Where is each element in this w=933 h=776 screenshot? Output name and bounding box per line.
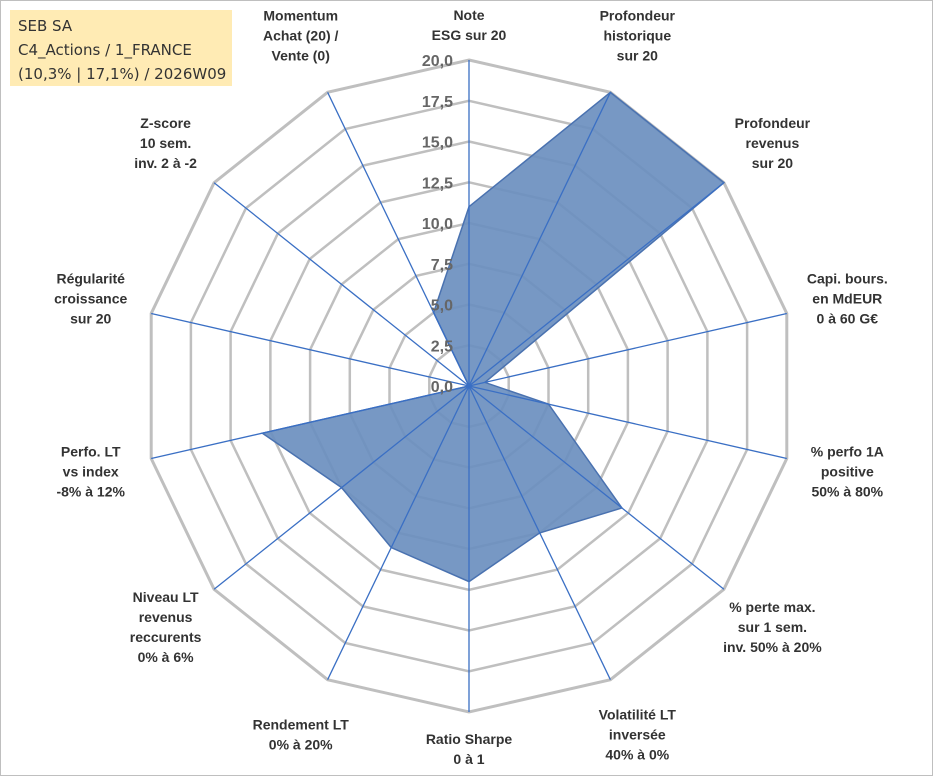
spokes [151, 60, 787, 712]
spoke [327, 385, 470, 680]
spoke [213, 182, 470, 387]
axis-label-line: 10 sem. [140, 135, 191, 151]
spoke [468, 182, 725, 387]
axis-label-line: 50% à 80% [811, 483, 883, 499]
tick-label: 12,5 [422, 175, 453, 192]
axis-label-line: -8% à 12% [56, 483, 125, 499]
axis-label-line: 0% à 6% [138, 649, 195, 665]
info-company: SEB SA [18, 17, 73, 35]
axis-label-line: % perte max. [729, 599, 815, 615]
axis-label-line: sur 20 [752, 155, 793, 171]
tick-label: 20,0 [422, 53, 453, 70]
spoke [151, 385, 470, 460]
spoke [213, 385, 470, 590]
tick-label: 0,0 [431, 379, 453, 396]
axis-label-line: 0% à 20% [269, 737, 333, 753]
tick-label: 15,0 [422, 135, 453, 152]
axis-label-line: revenus [746, 135, 800, 151]
axis-label: Momentum Achat (20) / Vente (0) [263, 7, 339, 63]
axis-label-line: Capi. bours. [807, 271, 888, 287]
axis-label: Note ESG sur 20 [432, 7, 507, 43]
axis-label-line: Niveau LT [133, 589, 199, 605]
axis-label-line: 40% à 0% [605, 747, 669, 763]
axis-label-line: Momentum [263, 7, 338, 23]
tick-label: 2,5 [431, 338, 453, 355]
axis-label-line: Volatilité LT [599, 707, 677, 723]
axis-label-line: sur 20 [617, 47, 658, 63]
spoke [468, 385, 787, 460]
axis-label-line: Rendement LT [253, 717, 350, 733]
axis-label-line: Note [453, 7, 484, 23]
axis-label: Ratio Sharpe 0 à 1 [426, 731, 513, 767]
axis-labels: Note ESG sur 20 Profondeur historique sur 20… [54, 7, 888, 767]
axis-label-line: sur 20 [70, 311, 111, 327]
tick-label: 5,0 [431, 298, 453, 315]
axis-label: Niveau LT revenus reccurents 0% à 6% [130, 589, 202, 665]
spoke [327, 92, 470, 387]
axis-label: Capi. bours. en MdEUR 0 à 60 G€ [807, 271, 888, 327]
axis-label: % perte max. sur 1 sem. inv. 50% à 20% [723, 599, 822, 655]
axis-label-line: % perfo 1A [811, 443, 884, 459]
info-box: SEB SA C4_Actions / 1_FRANCE (10,3% | 17… [10, 10, 232, 86]
axis-label-line: historique [603, 27, 671, 43]
tick-label: 17,5 [422, 94, 453, 111]
tick-labels: 0,0 2,5 5,0 7,5 10,0 12,5 15,0 17,5 20,0 [422, 53, 453, 396]
spoke [468, 92, 611, 387]
axis-label: Profondeur historique sur 20 [600, 7, 676, 63]
axis-label-line: inversée [609, 727, 666, 743]
axis-label: Volatilité LT inversée 40% à 0% [599, 707, 677, 763]
tick-label: 7,5 [431, 257, 453, 274]
axis-label-line: 0 à 60 G€ [817, 311, 879, 327]
axis-label: Perfo. LT vs index -8% à 12% [56, 443, 125, 499]
axis-label-line: croissance [54, 291, 127, 307]
axis-label-line: Perfo. LT [61, 443, 121, 459]
axis-label-line: ESG sur 20 [432, 27, 507, 43]
axis-label-line: revenus [139, 609, 193, 625]
axis-label-line: Ratio Sharpe [426, 731, 513, 747]
spoke [468, 385, 725, 590]
spoke [468, 385, 611, 680]
spoke [151, 312, 470, 387]
axis-label: Régularité croissance sur 20 [54, 271, 127, 327]
axis-label: Rendement LT 0% à 20% [253, 717, 350, 753]
axis-label-line: vs index [63, 463, 119, 479]
axis-label-line: positive [821, 463, 874, 479]
spoke [468, 312, 787, 387]
axis-label-line: en MdEUR [812, 291, 882, 307]
info-stats: (10,3% | 17,1%) / 2026W09 [18, 65, 227, 83]
axis-label-line: sur 1 sem. [738, 619, 807, 635]
axis-label-line: Profondeur [600, 7, 676, 23]
tick-label: 10,0 [422, 216, 453, 233]
axis-label-line: Achat (20) / [263, 27, 339, 43]
axis-label-line: Régularité [56, 271, 125, 287]
axis-label-line: Z-score [140, 115, 191, 131]
axis-label: % perfo 1A positive 50% à 80% [811, 443, 884, 499]
axis-label-line: inv. 2 à -2 [134, 155, 197, 171]
axis-label-line: inv. 50% à 20% [723, 639, 822, 655]
axis-label: Profondeur revenus sur 20 [735, 115, 811, 171]
info-category: C4_Actions / 1_FRANCE [18, 41, 192, 59]
axis-label-line: Profondeur [735, 115, 811, 131]
axis-label-line: reccurents [130, 629, 202, 645]
axis-label-line: 0 à 1 [453, 751, 484, 767]
axis-label-line: Vente (0) [272, 47, 330, 63]
axis-label: Z-score 10 sem. inv. 2 à -2 [134, 115, 197, 171]
